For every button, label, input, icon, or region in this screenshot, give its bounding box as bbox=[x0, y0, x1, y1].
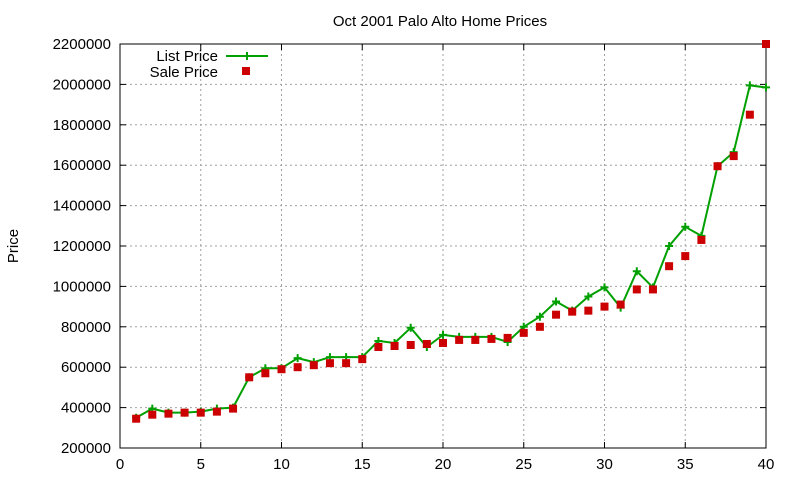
x-tick-label: 30 bbox=[596, 456, 613, 473]
sale-price-point bbox=[503, 333, 512, 342]
sale-price-point bbox=[713, 162, 722, 171]
sale-price-point bbox=[697, 235, 706, 244]
sale-price-point bbox=[632, 285, 641, 294]
sale-price-point bbox=[374, 343, 383, 351]
list-price-point bbox=[600, 283, 609, 292]
sale-price-point bbox=[212, 407, 221, 416]
y-tick-label: 400000 bbox=[61, 400, 111, 417]
sale-price-point bbox=[471, 335, 480, 344]
sale-price-point bbox=[584, 306, 593, 315]
sale-price-point bbox=[681, 252, 690, 261]
sale-price-point bbox=[358, 355, 367, 364]
y-tick-label: 1600000 bbox=[53, 157, 111, 174]
sale-price-point bbox=[148, 410, 157, 419]
list-price-point bbox=[745, 81, 754, 90]
list-price-point bbox=[762, 83, 770, 92]
sale-price-point bbox=[552, 310, 561, 319]
sale-price-point bbox=[325, 359, 334, 368]
series-layer bbox=[132, 40, 770, 423]
x-tick-label: 35 bbox=[677, 456, 694, 473]
y-tick-label: 2200000 bbox=[53, 36, 111, 53]
sale-price-point bbox=[390, 341, 399, 350]
x-tick-label: 25 bbox=[515, 456, 532, 473]
x-tick-label: 20 bbox=[435, 456, 452, 473]
sale-price-point bbox=[745, 110, 754, 119]
sale-price-point bbox=[519, 328, 528, 337]
list-price-point bbox=[293, 354, 302, 363]
list-price-point bbox=[584, 292, 593, 301]
sale-price-point bbox=[535, 322, 544, 331]
chart-title: Oct 2001 Palo Alto Home Prices bbox=[333, 13, 547, 30]
y-tick-label: 2000000 bbox=[53, 76, 111, 93]
sale-price-point bbox=[293, 363, 302, 372]
axis-ticks: 0 5 10 15 20 25 30 35 40 200000 400000 600000 800000… bbox=[53, 36, 775, 473]
sale-price-point bbox=[616, 300, 625, 309]
sale-price-point bbox=[245, 373, 254, 382]
legend-label-sale-price: Sale Price bbox=[150, 64, 218, 81]
sale-price-point bbox=[342, 359, 351, 368]
y-tick-label: 800000 bbox=[61, 319, 111, 336]
sale-price-point bbox=[568, 307, 577, 316]
legend-marker-list-price bbox=[243, 52, 251, 60]
list-price-point bbox=[439, 330, 447, 339]
sale-price-point bbox=[309, 361, 318, 370]
list-price-point bbox=[552, 297, 561, 306]
sale-price-point bbox=[229, 404, 238, 413]
sale-price-point bbox=[439, 338, 447, 347]
sale-price-point bbox=[132, 414, 141, 423]
x-tick-label: 0 bbox=[116, 456, 124, 473]
list-price-point bbox=[632, 267, 641, 276]
list-price-point bbox=[535, 312, 544, 321]
x-tick-label: 40 bbox=[758, 456, 775, 473]
x-tick-label: 5 bbox=[197, 456, 205, 473]
sale-price-point bbox=[261, 369, 270, 378]
legend: List Price Sale Price bbox=[150, 48, 268, 81]
list-price-point bbox=[665, 242, 674, 250]
y-tick-label: 1800000 bbox=[53, 117, 111, 134]
x-tick-label: 10 bbox=[273, 456, 290, 473]
sale-price-point bbox=[762, 40, 770, 48]
sale-price-point bbox=[406, 340, 415, 349]
sale-price-point bbox=[196, 408, 205, 417]
sale-price-point bbox=[729, 152, 738, 161]
sale-price-point bbox=[455, 335, 464, 344]
sale-price-point bbox=[277, 365, 286, 374]
sale-price-point bbox=[422, 339, 431, 348]
sale-price-point bbox=[180, 408, 189, 417]
sale-price-point bbox=[164, 409, 173, 418]
y-tick-label: 1400000 bbox=[53, 198, 111, 215]
y-tick-label: 1000000 bbox=[53, 278, 111, 295]
sale-price-point bbox=[665, 262, 674, 271]
y-tick-label: 200000 bbox=[61, 440, 111, 457]
sale-price-point bbox=[487, 334, 496, 343]
list-price-point bbox=[406, 323, 415, 332]
x-tick-label: 15 bbox=[354, 456, 371, 473]
legend-label-list-price: List Price bbox=[156, 48, 218, 65]
y-tick-label: 600000 bbox=[61, 359, 111, 376]
y-tick-label: 1200000 bbox=[53, 238, 111, 255]
series-line-list-price bbox=[135, 84, 767, 419]
sale-price-point bbox=[600, 302, 609, 311]
grid bbox=[120, 44, 766, 448]
y-axis-label: Price bbox=[5, 229, 22, 263]
sale-price-point bbox=[648, 285, 657, 294]
legend-marker-sale-price bbox=[242, 67, 250, 75]
list-price-point bbox=[681, 222, 690, 231]
